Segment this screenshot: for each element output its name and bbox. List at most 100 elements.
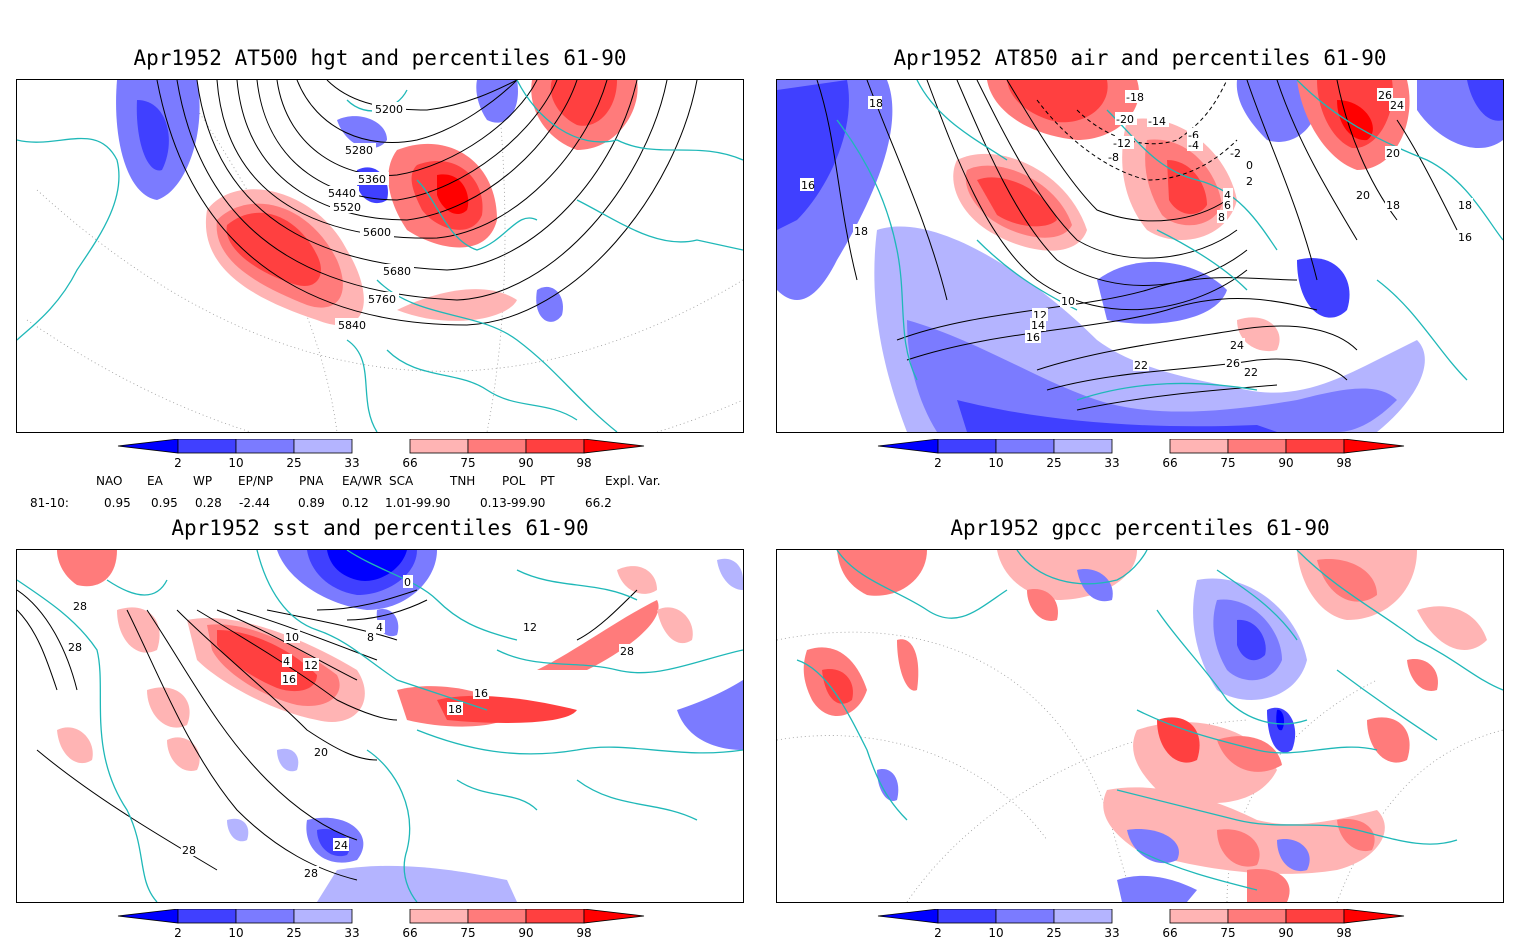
contour-label: 26 [1378, 89, 1392, 102]
colorbar-label: 66 [402, 926, 417, 939]
colorbar-label: 25 [286, 456, 301, 469]
index-header: SCA [389, 474, 414, 488]
colorbar-gpcc: 2 10 25 33 66 75 90 98 [876, 909, 1406, 939]
colorbar-label: 33 [1104, 926, 1119, 939]
contour-label: -18 [1126, 91, 1144, 104]
colorbar-label: 33 [344, 456, 359, 469]
index-table: NAO EA WP EP/NP PNA EA/WR SCA TNH POL PT… [0, 474, 760, 514]
contour-label: 18 [869, 97, 883, 110]
index-header: PT [540, 474, 555, 488]
colorbar-label: 33 [1104, 456, 1119, 469]
colorbar-label: 10 [228, 456, 243, 469]
contour-label: -4 [1188, 139, 1199, 152]
map-air: 18 16 18 -18 -20 -14 -12 -6 -4 -2 0 2 4 … [777, 80, 1503, 432]
contour-label: -2 [1230, 147, 1241, 160]
contour-label: 5520 [333, 201, 361, 214]
map-panel-hgt: 5200 5280 5360 5440 5520 5600 5680 5760 … [16, 79, 744, 433]
contour-label: 28 [304, 867, 318, 880]
index-header: NAO [96, 474, 123, 488]
colorbar-label: 98 [576, 926, 591, 939]
contour-label: 5200 [375, 103, 403, 116]
contour-label: 6 [1224, 199, 1231, 212]
colorbar-label: 75 [1220, 926, 1235, 939]
contour-label: 10 [285, 631, 299, 644]
colorbar-svg: 2 10 25 33 66 75 90 98 [877, 439, 1405, 469]
panel-title-sst: Apr1952 sst and percentiles 61-90 [171, 516, 589, 540]
grid-lines [26, 80, 743, 432]
temperature-contours [816, 80, 1458, 411]
height-contours [156, 80, 698, 326]
coastlines [17, 80, 743, 432]
grid-lines [777, 631, 1503, 902]
contour-label: -8 [1108, 151, 1119, 164]
contour-label: 18 [448, 703, 462, 716]
panel-title-hgt: Apr1952 AT500 hgt and percentiles 61-90 [133, 46, 627, 70]
colorbar-label: 90 [1278, 456, 1293, 469]
anomaly-shading [777, 80, 1503, 432]
contour-label: 20 [1386, 147, 1400, 160]
hemisphere-mask-left [777, 230, 937, 432]
index-header: EA [147, 474, 163, 488]
map-hgt: 5200 5280 5360 5440 5520 5600 5680 5760 … [17, 80, 743, 432]
index-value: 0.95 [104, 496, 131, 510]
contour-label: 18 [1458, 199, 1472, 212]
index-value: 1.01-99.90 [385, 496, 451, 510]
colorbar-air: 2 10 25 33 66 75 90 98 [876, 439, 1406, 469]
contour-label: 2 [1246, 175, 1253, 188]
contour-label: 8 [367, 631, 374, 644]
colorbar-label: 75 [1220, 456, 1235, 469]
colorbar-hgt: 2 10 25 33 66 75 90 98 [116, 439, 646, 469]
index-value: 0.28 [195, 496, 222, 510]
colorbar-label: 25 [286, 926, 301, 939]
contour-label: 28 [620, 645, 634, 658]
contour-label: 24 [334, 839, 348, 852]
contour-label: 16 [1026, 331, 1040, 344]
colorbar-label: 2 [934, 926, 942, 939]
index-value: 0.13-99.90 [480, 496, 546, 510]
contour-label: -12 [1113, 137, 1131, 150]
contour-label: 5840 [338, 319, 366, 332]
index-header: POL [502, 474, 526, 488]
contour-label: 24 [1390, 99, 1404, 112]
colorbar-label: 66 [1162, 926, 1177, 939]
contour-label: -6 [1188, 129, 1199, 142]
contour-label: -14 [1148, 115, 1166, 128]
contour-label: 5440 [328, 187, 356, 200]
colorbar-label: 2 [174, 456, 182, 469]
contour-label: 12 [523, 621, 537, 634]
map-gpcc [777, 550, 1503, 902]
colorbar-svg: 2 10 25 33 66 75 90 98 [117, 439, 645, 469]
colorbar-label: 10 [228, 926, 243, 939]
contour-label: 18 [854, 225, 868, 238]
colorbar-label: 75 [460, 926, 475, 939]
anomaly-shading [57, 550, 743, 902]
index-value: 0.95 [151, 496, 178, 510]
contour-label: 5280 [345, 144, 373, 157]
contour-label: 28 [68, 641, 82, 654]
map-panel-air: 18 16 18 -18 -20 -14 -12 -6 -4 -2 0 2 4 … [776, 79, 1504, 433]
colorbar-label: 66 [1162, 456, 1177, 469]
colorbar-label: 10 [988, 926, 1003, 939]
contour-label: 0 [404, 576, 411, 589]
contour-label: 5600 [363, 226, 391, 239]
index-header: EA/WR [342, 474, 383, 488]
panel-title-gpcc: Apr1952 gpcc percentiles 61-90 [950, 516, 1330, 540]
contour-label: 16 [801, 179, 815, 192]
colorbar-label: 25 [1046, 456, 1061, 469]
contour-label: 16 [282, 673, 296, 686]
map-sst: 28 28 0 4 8 10 4 12 16 16 18 20 24 28 28… [17, 550, 743, 902]
colorbar-label: 98 [1336, 456, 1351, 469]
anomaly-shading [803, 550, 1487, 902]
contour-label: 12 [304, 659, 318, 672]
index-header: PNA [299, 474, 324, 488]
colorbar-label: 75 [460, 456, 475, 469]
index-header: Expl. Var. [605, 474, 661, 488]
contour-label: 20 [1356, 189, 1370, 202]
colorbar-sst: 2 10 25 33 66 75 90 98 [116, 909, 646, 939]
colorbar-label: 98 [1336, 926, 1351, 939]
index-value: 0.89 [298, 496, 325, 510]
colorbar-svg: 2 10 25 33 66 75 90 98 [117, 909, 645, 939]
colorbar-label: 33 [344, 926, 359, 939]
colorbar-svg: 2 10 25 33 66 75 90 98 [877, 909, 1405, 939]
contour-label: 5760 [368, 293, 396, 306]
